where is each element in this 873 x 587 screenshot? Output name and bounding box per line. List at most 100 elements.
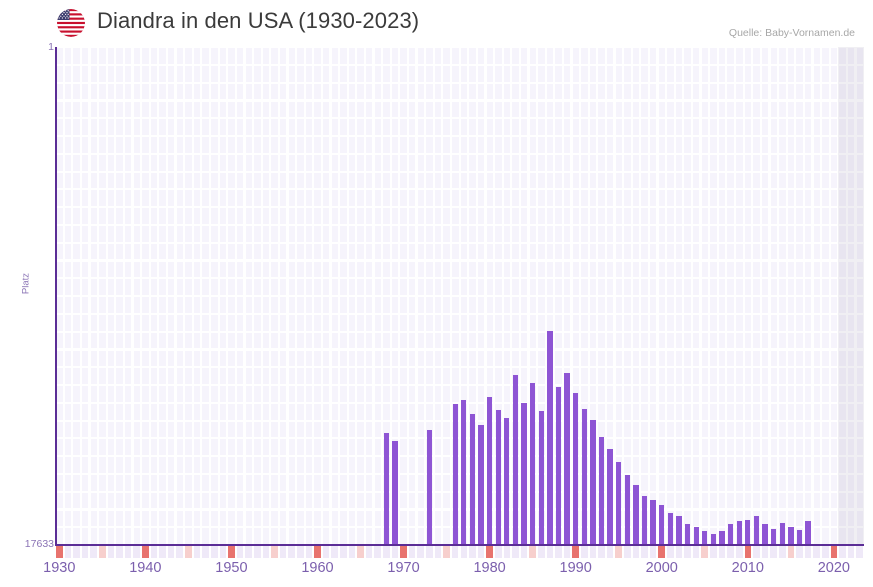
bar-1997	[633, 484, 639, 545]
x-tick-1969	[391, 546, 399, 558]
bar-1984	[521, 402, 527, 545]
chart-bars	[55, 47, 864, 545]
x-tick-1968	[383, 546, 390, 558]
bar-1981	[495, 409, 501, 545]
bar-1969	[392, 440, 398, 545]
bar-1988	[555, 387, 562, 545]
x-tick-2005	[701, 546, 709, 558]
x-tick-1942	[159, 546, 166, 558]
x-tick-1940	[142, 546, 149, 558]
x-tick-2016	[796, 546, 803, 558]
x-tick-1998	[641, 546, 648, 558]
bar-1991	[581, 408, 587, 545]
bar-2006	[710, 534, 717, 545]
bar-1990	[573, 392, 579, 545]
x-tick-2012	[761, 546, 769, 558]
bar-1978	[469, 414, 476, 545]
x-axis-label-2010: 2010	[731, 560, 764, 576]
x-tick-1948	[210, 546, 218, 558]
x-tick-2001	[667, 546, 674, 558]
x-axis-label-1970: 1970	[387, 560, 420, 576]
x-tick-1950	[228, 546, 235, 558]
bar-2000	[659, 504, 665, 545]
x-tick-1934	[90, 546, 98, 558]
x-tick-2010	[744, 546, 752, 558]
bar-1992	[590, 419, 596, 545]
x-tick-1938	[124, 546, 132, 558]
x-tick-1972	[417, 546, 425, 558]
x-tick-1964	[348, 546, 356, 558]
x-tick-1995	[615, 546, 623, 558]
chart-plot-area	[55, 47, 864, 545]
bar-1980	[486, 397, 493, 545]
y-axis-line	[55, 47, 57, 546]
x-tick-1978	[469, 546, 476, 558]
bar-1993	[598, 436, 605, 545]
x-tick-1947	[202, 546, 209, 558]
x-tick-1946	[193, 546, 201, 558]
page-title: Diandra in den USA (1930-2023)	[97, 8, 420, 33]
bar-2012	[762, 524, 768, 545]
y-axis-title: Platz	[20, 272, 32, 295]
bar-1983	[512, 374, 519, 545]
source-attribution: Quelle: Baby-Vornamen.de	[728, 27, 855, 39]
x-tick-1996	[624, 546, 631, 558]
bar-2016	[796, 529, 803, 545]
x-tick-1997	[632, 546, 640, 558]
bar-1995	[616, 462, 622, 545]
x-tick-2020	[830, 546, 838, 558]
bar-1968	[383, 432, 389, 545]
chart-header: Diandra in den USA (1930-2023) Quelle: B…	[0, 0, 873, 44]
x-tick-2002	[675, 546, 683, 558]
x-tick-2011	[753, 546, 760, 558]
x-tick-2017	[804, 546, 812, 558]
x-tick-1977	[460, 546, 468, 558]
x-tick-2021	[839, 546, 846, 558]
y-axis-top-label: 1	[48, 41, 54, 53]
x-axis-label-1980: 1980	[473, 560, 506, 576]
x-tick-2019	[821, 546, 829, 558]
x-tick-1960	[314, 546, 321, 558]
x-tick-1962	[331, 546, 338, 558]
x-tick-2015	[787, 546, 795, 558]
x-tick-2023	[856, 546, 863, 558]
x-axis-line	[55, 544, 864, 546]
x-tick-1956	[279, 546, 287, 558]
bar-2007	[719, 531, 725, 545]
x-tick-1953	[253, 546, 261, 558]
bar-2010	[745, 520, 751, 545]
bar-1996	[624, 474, 630, 545]
x-tick-2000	[658, 546, 666, 558]
x-tick-1959	[305, 546, 313, 558]
x-tick-2009	[735, 546, 743, 558]
x-axis-label-1930: 1930	[43, 560, 76, 576]
bar-2002	[676, 515, 682, 545]
x-tick-2006	[710, 546, 717, 558]
bar-1976	[452, 404, 458, 545]
x-axis-label-1960: 1960	[301, 560, 334, 576]
x-tick-1979	[477, 546, 485, 558]
bar-1989	[564, 373, 570, 545]
x-tick-1932	[73, 546, 80, 558]
x-tick-1944	[176, 546, 184, 558]
x-tick-1965	[357, 546, 364, 558]
x-tick-1989	[563, 546, 571, 558]
x-tick-2004	[692, 546, 700, 558]
x-tick-1933	[81, 546, 89, 558]
x-tick-1985	[529, 546, 536, 558]
x-tick-1954	[262, 546, 270, 558]
x-tick-2018	[813, 546, 820, 558]
bar-2003	[684, 524, 691, 545]
x-tick-1930	[56, 546, 63, 558]
x-tick-1970	[400, 546, 407, 558]
x-tick-1971	[408, 546, 416, 558]
bar-2001	[667, 513, 674, 545]
x-axis-label-2020: 2020	[817, 560, 851, 576]
bar-1977	[461, 400, 467, 545]
bar-2008	[727, 524, 734, 545]
x-tick-1957	[288, 546, 295, 558]
x-tick-1931	[64, 546, 72, 558]
bar-1973	[426, 429, 433, 545]
x-tick-1981	[494, 546, 502, 558]
